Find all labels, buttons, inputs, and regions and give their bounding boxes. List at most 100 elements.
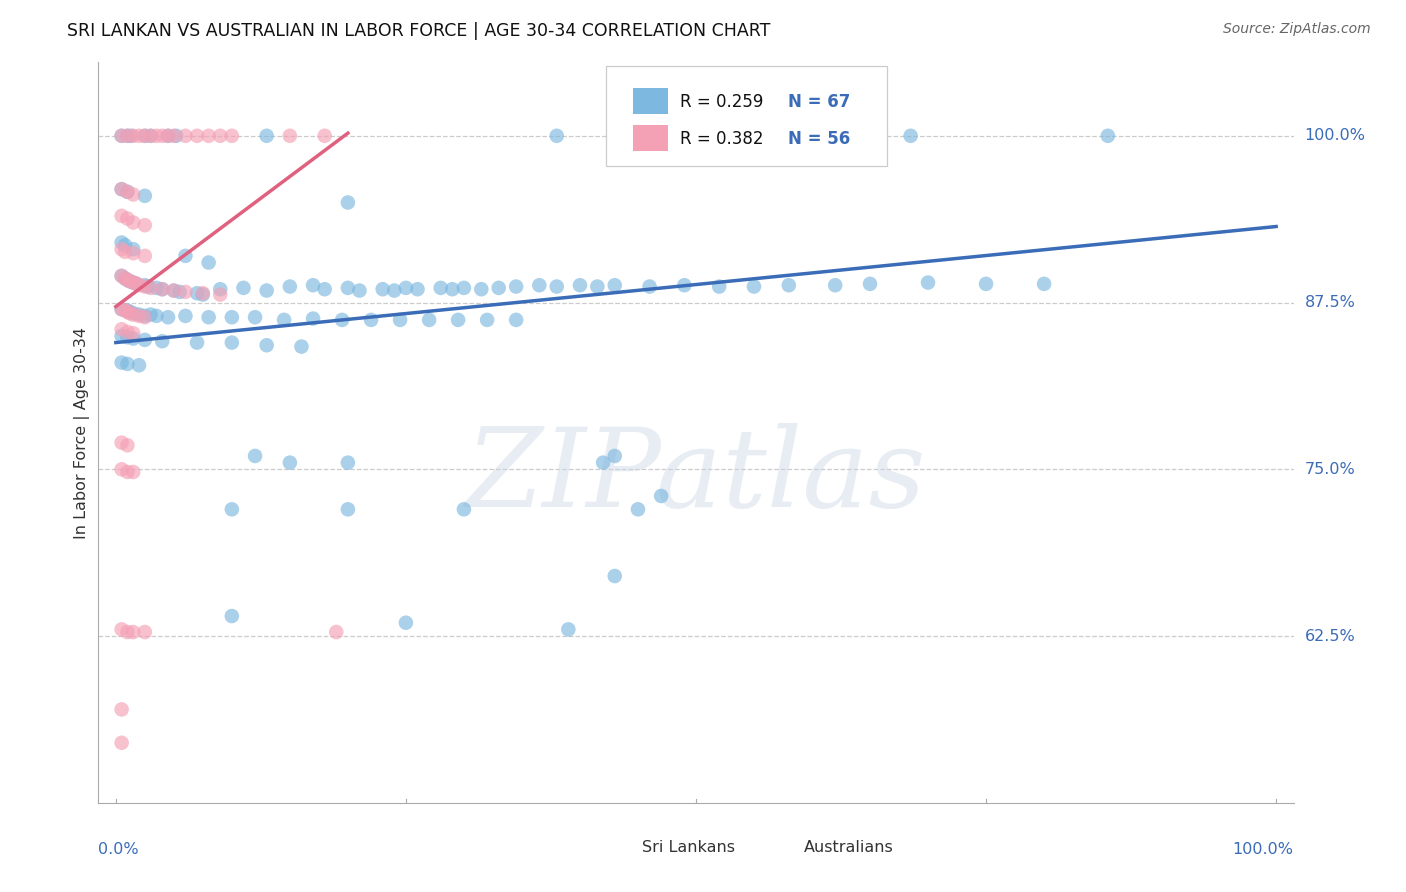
Point — [273, 313, 295, 327]
Point — [709, 279, 731, 293]
Bar — [633, 88, 668, 114]
Point — [117, 303, 139, 318]
Point — [120, 128, 142, 143]
Point — [302, 311, 325, 326]
Point — [557, 623, 579, 637]
Point — [157, 310, 180, 325]
Point — [111, 736, 134, 750]
Point — [128, 128, 150, 143]
Point — [290, 340, 312, 354]
Point — [145, 128, 167, 143]
Point — [470, 282, 492, 296]
Point — [111, 182, 134, 196]
Point — [134, 625, 156, 640]
Text: Source: ZipAtlas.com: Source: ZipAtlas.com — [1223, 22, 1371, 37]
Point — [209, 128, 232, 143]
Point — [418, 313, 440, 327]
Text: Australians: Australians — [804, 839, 893, 855]
Point — [111, 302, 134, 317]
Point — [157, 128, 180, 143]
Point — [111, 128, 134, 143]
Point — [1097, 128, 1119, 143]
Point — [174, 249, 197, 263]
Point — [122, 215, 145, 229]
Point — [314, 128, 336, 143]
Point — [134, 333, 156, 347]
Point — [505, 313, 527, 327]
Point — [221, 609, 243, 624]
Point — [163, 128, 186, 143]
Point — [627, 502, 650, 516]
Point — [232, 281, 254, 295]
Point — [336, 195, 359, 210]
Point — [118, 274, 141, 288]
Point — [197, 255, 219, 269]
Point — [134, 128, 156, 143]
Point — [1033, 277, 1056, 291]
Point — [114, 303, 136, 318]
Point — [117, 273, 139, 287]
Point — [117, 625, 139, 640]
Point — [134, 249, 156, 263]
Point — [122, 625, 145, 640]
Point — [278, 279, 301, 293]
Point — [134, 128, 156, 143]
Point — [186, 286, 208, 301]
Point — [174, 128, 197, 143]
Point — [314, 282, 336, 296]
Point — [349, 284, 371, 298]
Text: 100.0%: 100.0% — [1233, 842, 1294, 856]
Point — [221, 502, 243, 516]
Point — [336, 456, 359, 470]
Point — [243, 449, 266, 463]
Point — [778, 278, 800, 293]
FancyBboxPatch shape — [606, 66, 887, 166]
Point — [163, 284, 186, 298]
Point — [125, 277, 148, 291]
Circle shape — [613, 840, 637, 855]
Text: R = 0.259: R = 0.259 — [681, 93, 763, 111]
Point — [603, 569, 626, 583]
Point — [336, 502, 359, 516]
Point — [117, 185, 139, 199]
Point — [117, 438, 139, 452]
Text: N = 67: N = 67 — [787, 93, 851, 111]
Point — [139, 281, 162, 295]
Point — [302, 278, 325, 293]
Point — [136, 279, 159, 293]
Point — [441, 282, 464, 296]
Point — [382, 284, 405, 298]
Point — [174, 309, 197, 323]
Point — [174, 285, 197, 299]
Bar — [633, 126, 668, 152]
Point — [742, 279, 765, 293]
Point — [117, 357, 139, 371]
Point — [117, 185, 139, 199]
Point — [186, 128, 208, 143]
Point — [139, 308, 162, 322]
Point — [278, 456, 301, 470]
Point — [859, 277, 882, 291]
Point — [209, 287, 232, 301]
Text: 100.0%: 100.0% — [1305, 128, 1365, 144]
Text: Sri Lankans: Sri Lankans — [643, 839, 735, 855]
Point — [114, 271, 136, 285]
Point — [122, 242, 145, 256]
Point — [111, 355, 134, 369]
Point — [114, 244, 136, 259]
Point — [395, 615, 418, 630]
Point — [447, 313, 470, 327]
Point — [221, 310, 243, 325]
Point — [111, 322, 134, 336]
Point — [256, 284, 278, 298]
Point — [336, 281, 359, 295]
Point — [256, 128, 278, 143]
Point — [117, 273, 139, 287]
Text: SRI LANKAN VS AUSTRALIAN IN LABOR FORCE | AGE 30-34 CORRELATION CHART: SRI LANKAN VS AUSTRALIAN IN LABOR FORCE … — [67, 22, 770, 40]
Point — [122, 276, 145, 290]
Point — [546, 128, 568, 143]
Point — [134, 218, 156, 232]
Point — [111, 128, 134, 143]
Circle shape — [773, 840, 797, 855]
Point — [191, 286, 214, 301]
